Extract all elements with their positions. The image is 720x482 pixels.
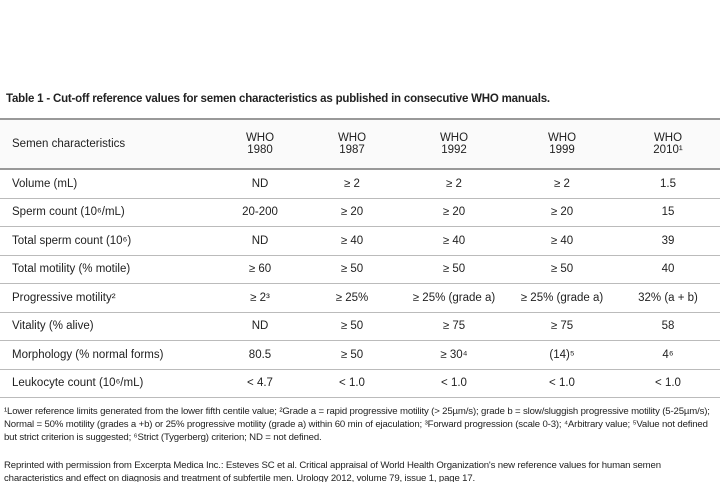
- header-cell: WHO 1999: [508, 118, 616, 170]
- cell: ≥ 2³: [216, 283, 304, 313]
- cell: 1.5: [616, 169, 720, 199]
- table-row: Volume (mL) ND ≥ 2 ≥ 2 ≥ 2 1.5: [0, 169, 720, 199]
- cell: 15: [616, 198, 720, 227]
- row-label: Leukocyte count (10⁶/mL): [0, 369, 216, 398]
- table-row: Vitality (% alive) ND ≥ 50 ≥ 75 ≥ 75 58: [0, 312, 720, 341]
- cell: ≥ 25%: [304, 283, 400, 313]
- cell: ≥ 50: [304, 312, 400, 341]
- row-label: Total sperm count (10⁶): [0, 226, 216, 256]
- table-row: Total sperm count (10⁶) ND ≥ 40 ≥ 40 ≥ 40 39: [0, 226, 720, 256]
- cell: < 1.0: [508, 369, 616, 398]
- header-cell: WHO 1992: [400, 118, 508, 170]
- cell: 32% (a + b): [616, 283, 720, 313]
- cell: 20-200: [216, 198, 304, 227]
- cell: ≥ 30⁴: [400, 340, 508, 370]
- cell: ≥ 50: [304, 340, 400, 370]
- cell: 58: [616, 312, 720, 341]
- cell: < 1.0: [304, 369, 400, 398]
- header-cell: WHO 2010¹: [616, 118, 720, 170]
- cell: ≥ 40: [304, 226, 400, 256]
- cell: 40: [616, 255, 720, 284]
- cell: ≥ 50: [400, 255, 508, 284]
- cell: < 4.7: [216, 369, 304, 398]
- cell: < 1.0: [400, 369, 508, 398]
- source-note: Reprinted with permission from Excerpta …: [4, 460, 661, 482]
- table-row: Total motility (% motile) ≥ 60 ≥ 50 ≥ 50 ≥ 5…: [0, 255, 720, 284]
- cell: 4⁶: [616, 340, 720, 370]
- cell: (14)⁵: [508, 340, 616, 370]
- cell: ≥ 75: [400, 312, 508, 341]
- cell: ≥ 40: [400, 226, 508, 256]
- row-label: Morphology (% normal forms): [0, 340, 216, 370]
- cell: 80.5: [216, 340, 304, 370]
- cell: ≥ 50: [508, 255, 616, 284]
- header-row: Semen characteristics WHO 1980 WHO 1987 WHO…: [0, 118, 720, 170]
- cell: ≥ 2: [400, 169, 508, 199]
- cell: ≥ 2: [508, 169, 616, 199]
- cell: 39: [616, 226, 720, 256]
- cell: ≥ 40: [508, 226, 616, 256]
- table-row: Leukocyte count (10⁶/mL) < 4.7 < 1.0 < 1.0 <…: [0, 369, 720, 398]
- cell: ≥ 20: [508, 198, 616, 227]
- table-body: Volume (mL) ND ≥ 2 ≥ 2 ≥ 2 1.5 Sperm count (10…: [0, 169, 720, 398]
- cell: ND: [216, 169, 304, 199]
- table-row: Sperm count (10⁶/mL) 20-200 ≥ 20 ≥ 20 ≥ 20 15: [0, 198, 720, 227]
- header-cell: WHO 1980: [216, 118, 304, 170]
- cell: ≥ 20: [304, 198, 400, 227]
- cell: ≥ 2: [304, 169, 400, 199]
- cell: ND: [216, 312, 304, 341]
- row-label: Sperm count (10⁶/mL): [0, 198, 216, 227]
- cell: ≥ 20: [400, 198, 508, 227]
- row-label: Volume (mL): [0, 169, 216, 199]
- table-row: Morphology (% normal forms) 80.5 ≥ 50 ≥ 30⁴…: [0, 340, 720, 370]
- footnotes: ¹Lower reference limits generated from t…: [4, 406, 710, 443]
- row-label: Vitality (% alive): [0, 312, 216, 341]
- header-cell: Semen characteristics: [0, 118, 216, 170]
- header-cell: WHO 1987: [304, 118, 400, 170]
- data-table: Semen characteristics WHO 1980 WHO 1987 WHO…: [0, 118, 720, 398]
- row-label: Progressive motility²: [0, 283, 216, 313]
- cell: ≥ 25% (grade a): [508, 283, 616, 313]
- cell: < 1.0: [616, 369, 720, 398]
- table-row: Progressive motility² ≥ 2³ ≥ 25% ≥ 25% (gra…: [0, 283, 720, 313]
- row-label: Total motility (% motile): [0, 255, 216, 284]
- cell: ≥ 50: [304, 255, 400, 284]
- cell: ≥ 75: [508, 312, 616, 341]
- table-title: Table 1 - Cut-off reference values for s…: [6, 93, 550, 105]
- cell: ND: [216, 226, 304, 256]
- cell: ≥ 60: [216, 255, 304, 284]
- cell: ≥ 25% (grade a): [400, 283, 508, 313]
